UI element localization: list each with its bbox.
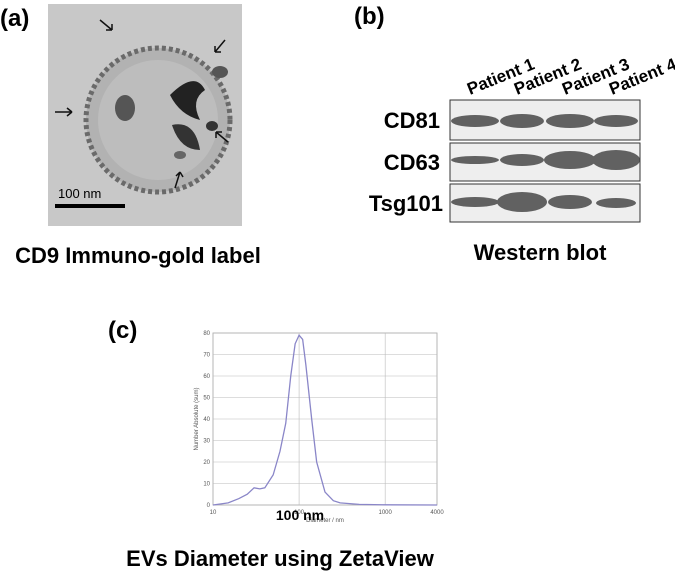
x-tick-label: 10	[210, 510, 217, 516]
caption: CD9 Immuno-gold label	[15, 243, 261, 268]
band-label: CD81	[384, 108, 440, 133]
panel-label: (c)	[108, 317, 137, 344]
y-axis-label: Number Absolute (sum)	[194, 387, 200, 450]
band-label: Tsg101	[369, 191, 443, 216]
x-axis-label: Diameter / nm	[306, 518, 344, 524]
y-tick-label: 20	[203, 460, 210, 466]
data-line	[212, 333, 438, 506]
y-tick-label: 40	[203, 417, 210, 423]
panel-label: (a)	[0, 5, 29, 32]
x-tick-label: 1000	[378, 510, 392, 516]
x-tick-label: 4000	[430, 510, 444, 516]
panel-label: (b)	[354, 3, 385, 30]
y-tick-label: 0	[207, 503, 211, 509]
x-tick-label: 100	[294, 510, 305, 516]
y-tick-label: 60	[203, 374, 210, 380]
y-tick-label: 10	[203, 482, 210, 488]
caption: Western blot	[474, 240, 608, 265]
annotation: 100 nm	[276, 507, 324, 523]
scale-bar-label: 100 nm	[58, 186, 101, 201]
tem-image	[48, 4, 242, 226]
blot	[449, 99, 641, 223]
band-label: CD63	[384, 150, 440, 175]
y-tick-label: 50	[203, 396, 210, 402]
y-tick-label: 30	[203, 439, 210, 445]
caption: EVs Diameter using ZetaView	[126, 546, 435, 571]
y-tick-label: 80	[203, 331, 210, 337]
y-tick-label: 70	[203, 353, 210, 359]
